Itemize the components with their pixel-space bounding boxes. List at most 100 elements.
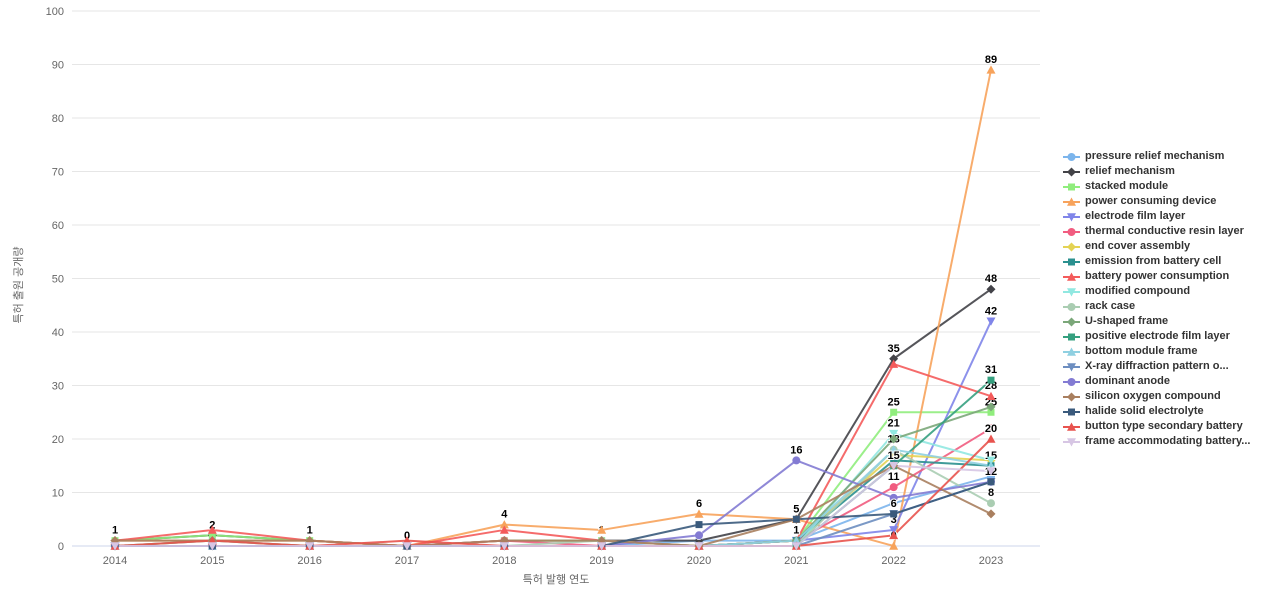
- data-point[interactable]: [889, 429, 899, 439]
- triangle-series-marker-icon: [1063, 422, 1080, 431]
- legend-item-dominant-anode[interactable]: dominant anode: [1063, 374, 1250, 389]
- series-rack-case: [114, 448, 992, 547]
- legend-item-battery-power-consumption[interactable]: battery power consumption: [1063, 269, 1250, 284]
- data-point[interactable]: [986, 456, 996, 465]
- data-point[interactable]: [695, 521, 703, 529]
- data-point-label: 8: [988, 487, 994, 499]
- data-point[interactable]: [889, 461, 899, 471]
- y-tick-label: 10: [52, 488, 64, 500]
- data-point[interactable]: [208, 531, 216, 539]
- data-point[interactable]: [695, 531, 703, 540]
- data-point[interactable]: [889, 530, 899, 540]
- series-bottom-module-frame: [115, 448, 992, 547]
- legend-item-power-consuming-device[interactable]: power consuming device: [1063, 194, 1250, 209]
- y-tick-label: 40: [52, 327, 64, 339]
- data-point[interactable]: [889, 483, 898, 492]
- data-point[interactable]: [110, 542, 120, 551]
- series-points: [110, 359, 996, 550]
- data-point[interactable]: [986, 317, 996, 326]
- legend-item-rack-case[interactable]: rack case: [1063, 299, 1250, 314]
- data-point[interactable]: [889, 445, 899, 454]
- legend-item-silicon-oxygen-compound[interactable]: silicon oxygen compound: [1063, 389, 1250, 404]
- data-point[interactable]: [889, 526, 899, 535]
- series-thermal-conductive-resin-layer: [115, 427, 992, 547]
- legend-item-positive-electrode-film-layer[interactable]: positive electrode film layer: [1063, 329, 1250, 344]
- data-point[interactable]: [694, 542, 704, 551]
- data-point[interactable]: [987, 478, 995, 486]
- square-series-marker-icon: [1063, 258, 1080, 265]
- data-point[interactable]: [987, 408, 995, 416]
- data-point[interactable]: [499, 520, 509, 529]
- triangle-down-series-marker-icon: [1063, 437, 1080, 446]
- data-point[interactable]: [986, 402, 996, 412]
- y-tick-label: 90: [52, 60, 64, 72]
- data-point[interactable]: [402, 542, 412, 551]
- legend-item-electrode-film-layer[interactable]: electrode film layer: [1063, 209, 1250, 224]
- series-line: [115, 464, 992, 547]
- data-point[interactable]: [792, 515, 800, 523]
- data-point[interactable]: [986, 65, 996, 74]
- legend-item-halide-solid-electrolyte[interactable]: halide solid electrolyte: [1063, 404, 1250, 419]
- legend-item-modified-compound[interactable]: modified compound: [1063, 284, 1250, 299]
- data-point[interactable]: [305, 542, 315, 551]
- legend-item-x-ray-diffraction-pattern-o[interactable]: X-ray diffraction pattern o...: [1063, 359, 1250, 374]
- legend-item-u-shaped-frame[interactable]: U-shaped frame: [1063, 314, 1250, 329]
- data-point[interactable]: [597, 542, 607, 551]
- data-point-label: 2: [209, 519, 215, 531]
- legend-item-pressure-relief-mechanism[interactable]: pressure relief mechanism: [1063, 149, 1250, 164]
- data-point[interactable]: [499, 525, 509, 534]
- series-line: [114, 448, 992, 547]
- circle-series-marker-icon: [1063, 377, 1080, 386]
- x-tick-label-2014: 2014: [103, 555, 127, 567]
- legend-label: electrode film layer: [1085, 210, 1186, 222]
- legend-label: halide solid electrolyte: [1085, 405, 1204, 417]
- data-point[interactable]: [986, 284, 996, 294]
- x-tick-label-2023: 2023: [979, 555, 1003, 567]
- y-tick-label: 100: [46, 6, 64, 18]
- x-tick-label-2017: 2017: [395, 555, 419, 567]
- data-point[interactable]: [986, 509, 996, 519]
- data-point[interactable]: [889, 359, 899, 368]
- legend-item-button-type-secondary-battery[interactable]: button type secondary battery: [1063, 419, 1250, 434]
- data-point[interactable]: [889, 541, 899, 550]
- legend-item-end-cover-assembly[interactable]: end cover assembly: [1063, 239, 1250, 254]
- y-tick-label: 30: [52, 381, 64, 393]
- data-point[interactable]: [987, 376, 995, 384]
- legend-label: button type secondary battery: [1085, 420, 1243, 432]
- legend-label: pressure relief mechanism: [1085, 150, 1225, 162]
- legend-item-emission-from-battery-cell[interactable]: emission from battery cell: [1063, 254, 1250, 269]
- data-point[interactable]: [987, 499, 995, 508]
- series-line: [115, 427, 992, 547]
- legend-item-stacked-module[interactable]: stacked module: [1063, 179, 1250, 194]
- data-point[interactable]: [986, 467, 996, 476]
- legend-item-frame-accommodating-battery[interactable]: frame accommodating battery...: [1063, 434, 1250, 449]
- legend-item-bottom-module-frame[interactable]: bottom module frame: [1063, 344, 1250, 359]
- data-point[interactable]: [207, 525, 217, 534]
- data-point[interactable]: [987, 424, 995, 433]
- data-point[interactable]: [890, 408, 898, 416]
- data-point[interactable]: [694, 509, 704, 518]
- legend-label: stacked module: [1085, 180, 1169, 192]
- legend-item-thermal-conductive-resin-layer[interactable]: thermal conductive resin layer: [1063, 224, 1250, 239]
- x-tick-label-2019: 2019: [589, 555, 613, 567]
- data-point[interactable]: [986, 391, 996, 400]
- data-point[interactable]: [889, 493, 898, 502]
- data-point[interactable]: [889, 434, 899, 444]
- data-point[interactable]: [889, 354, 899, 364]
- y-tick-label: 20: [52, 434, 64, 446]
- y-tick-label: 60: [52, 220, 64, 232]
- series-electrode-film-layer: [115, 320, 992, 547]
- data-point[interactable]: [890, 456, 898, 464]
- data-point[interactable]: [890, 510, 898, 518]
- data-point[interactable]: [207, 542, 217, 551]
- data-point[interactable]: [792, 456, 801, 465]
- series-line: [115, 448, 992, 547]
- data-point[interactable]: [597, 525, 607, 534]
- data-point[interactable]: [499, 542, 509, 551]
- x-tick-label-2016: 2016: [297, 555, 321, 567]
- data-point-label: 11: [888, 471, 900, 483]
- legend-label: relief mechanism: [1085, 165, 1175, 177]
- data-point[interactable]: [791, 542, 801, 551]
- data-point[interactable]: [986, 434, 996, 443]
- legend-item-relief-mechanism[interactable]: relief mechanism: [1063, 164, 1250, 179]
